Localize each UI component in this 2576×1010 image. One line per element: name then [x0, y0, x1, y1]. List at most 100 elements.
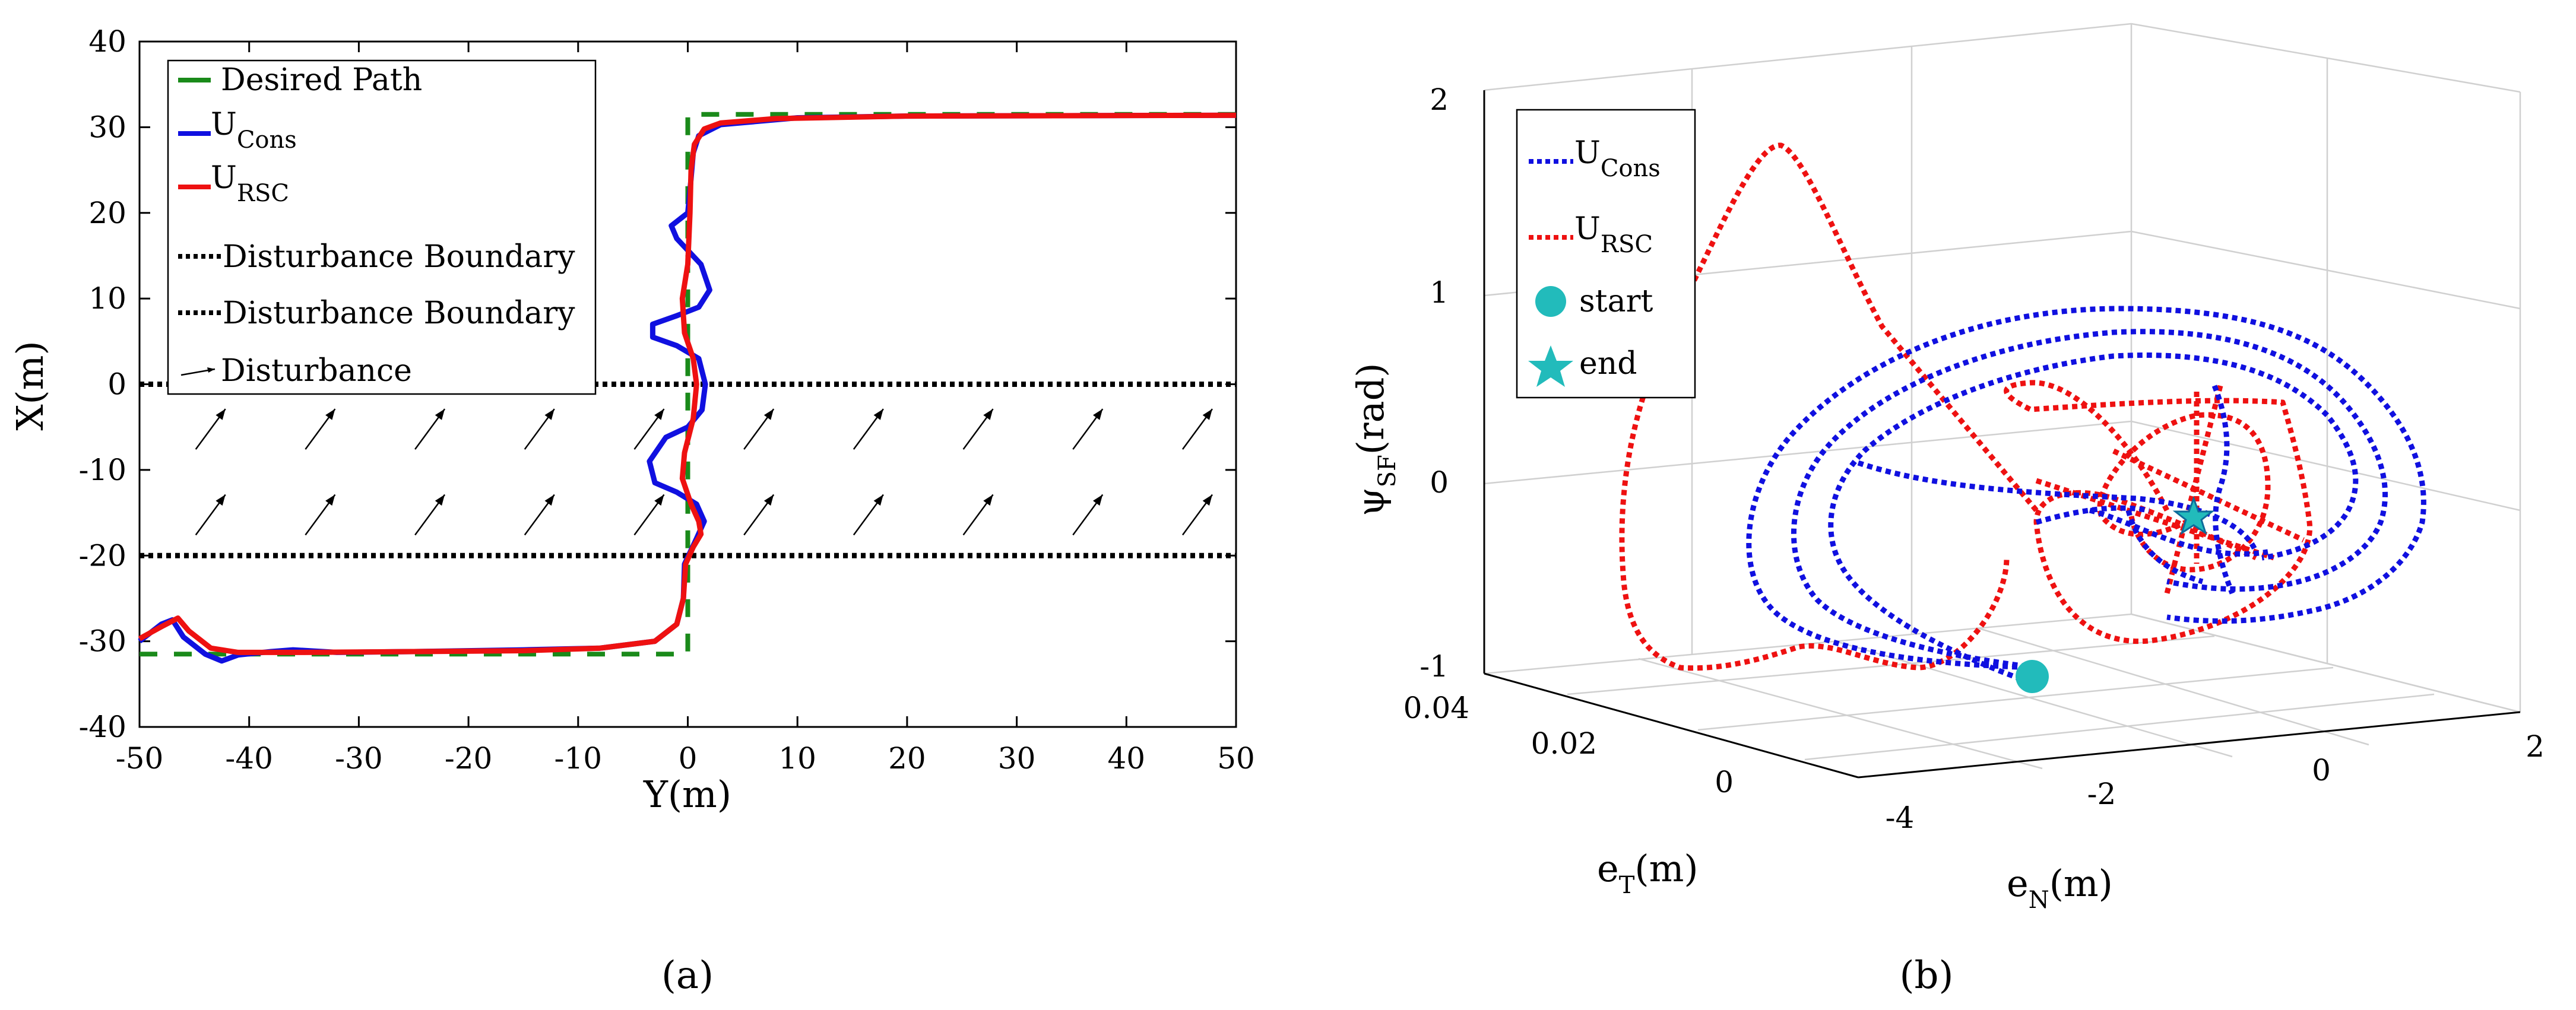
disturbance-arrow-icon [1181, 408, 1213, 450]
e-n-tick-2: 2 [2526, 729, 2545, 764]
panel-a-label: (a) [661, 954, 714, 998]
psi-tick-0: 0 [1430, 465, 1449, 500]
y-tick-label: 40 [88, 24, 126, 59]
panel-a-ticks: -50 -40 -30 -20 -10 0 10 20 30 40 50-40-30-20-1001… [78, 24, 1254, 776]
legend-label-b-u-cons: UCons [1574, 135, 1661, 182]
legend-label-u-cons: UCons [211, 107, 297, 154]
disturbance-arrow-icon [853, 494, 884, 536]
disturbance-arrow-icon [1072, 408, 1104, 450]
legend-entry-u-cons: UCons [178, 107, 297, 154]
e-t-tick-0.04: 0.04 [1403, 691, 1469, 725]
legend-end-star-icon [1528, 345, 1573, 387]
x-tick-label: 40 [1107, 741, 1145, 776]
legend-entry-disturbance: Disturbance [180, 353, 412, 389]
legend-entry-disturbance-boundary-2: Disturbance Boundary [178, 296, 575, 331]
panel-b-legend-box [1516, 109, 1696, 399]
legend-entry-u-rsc: URSC [178, 160, 289, 207]
panel-b-series [1619, 142, 2426, 685]
y-tick-label: -20 [78, 538, 126, 573]
legend-arrowhead-icon [207, 367, 215, 373]
psi-axis-label: ψSF(rad) [1349, 363, 1401, 516]
disturbance-arrow-icon [1181, 494, 1213, 536]
x-tick-label: -10 [555, 741, 603, 776]
disturbance-arrow-icon [743, 494, 775, 536]
disturbance-arrow-icon [305, 494, 336, 536]
legend-entry-b-u-rsc: URSC [1529, 211, 1653, 258]
panel-b-chart: 2 1 0 -1 0.04 0.02 0 -4 -2 0 2 eT(m) eN(… [1349, 23, 2545, 998]
start-marker [2016, 660, 2049, 693]
e-t-axis-label: eT(m) [1597, 847, 1699, 899]
x-tick-label: 50 [1217, 741, 1255, 776]
disturbance-arrow-icon [414, 408, 446, 450]
e-t-tick-0.02: 0.02 [1531, 726, 1597, 761]
u-cons-trajectory-loop-1 [1746, 306, 2426, 671]
panel-b-legend: UCons URSC start end [1516, 109, 1696, 399]
series-u-cons [1746, 306, 2426, 685]
panel-a-x-axis-label: Y(m) [643, 773, 731, 816]
e-n-axis-label: eN(m) [2007, 862, 2113, 914]
disturbance-arrow-icon [962, 408, 994, 450]
disturbance-arrow-icon [633, 494, 665, 536]
psi-tick-minus-1: -1 [1420, 649, 1449, 684]
u-rsc-trajectory-star-rays [2035, 385, 2305, 595]
e-n-axis-line [1858, 711, 2521, 779]
legend-entry-desired-path: Desired Path [178, 62, 422, 98]
legend-label-u-rsc: URSC [211, 160, 289, 207]
x-tick-label: 30 [998, 741, 1036, 776]
x-tick-label: 10 [778, 741, 816, 776]
x-tick-label: -40 [225, 741, 273, 776]
disturbance-arrow-icon [743, 408, 775, 450]
end-marker-star-icon [2172, 496, 2215, 535]
x-tick-label: -50 [116, 741, 164, 776]
x-tick-label: -30 [335, 741, 383, 776]
e-n-tick-minus-2: -2 [2087, 777, 2116, 811]
disturbance-arrow-icon [195, 494, 226, 536]
panel-a-chart: -50 -40 -30 -20 -10 0 10 20 30 40 50-40-30-20-1001… [8, 24, 1255, 998]
legend-start-circle-icon [1535, 286, 1566, 317]
disturbance-arrow-icon [195, 408, 226, 450]
series-line-u-rsc [138, 112, 1237, 655]
legend-label-boundary-1: Disturbance Boundary [223, 239, 575, 275]
legend-label-b-end: end [1579, 346, 1637, 382]
legend-label-b-u-rsc: URSC [1574, 211, 1653, 258]
disturbance-arrow-icon [524, 494, 555, 536]
panel-b-label: (b) [1900, 954, 1954, 998]
disturbance-arrow-icon [633, 408, 665, 450]
e-n-tick-0: 0 [2312, 753, 2331, 787]
legend-entry-disturbance-boundary-1: Disturbance Boundary [178, 239, 575, 275]
legend-label-boundary-2: Disturbance Boundary [223, 296, 575, 331]
legend-entry-b-end: end [1528, 345, 1637, 387]
y-tick-label: 0 [107, 367, 126, 402]
y-tick-label: -30 [78, 624, 126, 659]
e-n-tick-minus-4: -4 [1886, 801, 1915, 835]
u-cons-trajectory-loop-3 [1828, 352, 2359, 685]
y-tick-label: -10 [78, 453, 126, 487]
u-rsc-trajectory-loop-1 [2004, 380, 2313, 644]
u-cons-trajectory-inner [1857, 385, 2268, 595]
legend-label-b-start: start [1579, 284, 1653, 319]
panel-a-series [138, 112, 1237, 664]
panel-a-legend: Desired Path UCons URSC Disturbance Boun… [167, 59, 597, 395]
x-tick-label: 20 [888, 741, 926, 776]
psi-tick-2: 2 [1430, 82, 1449, 117]
panel-b-front-axes [1483, 90, 2521, 779]
y-tick-label: 20 [88, 196, 126, 230]
u-cons-trajectory-loop-2 [1791, 329, 2388, 671]
u-rsc-trajectory-loop-2 [2097, 412, 2271, 573]
x-tick-label: 0 [679, 741, 698, 776]
x-tick-label: -20 [445, 741, 493, 776]
panel-a-legend-box [167, 59, 597, 395]
legend-label-desired-path: Desired Path [221, 62, 422, 98]
u-rsc-trajectory-outer-loop [1619, 142, 2039, 671]
psi-tick-1: 1 [1430, 275, 1449, 310]
legend-entry-b-u-cons: UCons [1529, 135, 1661, 182]
disturbance-arrow-icon [414, 494, 446, 536]
e-t-axis-line [1484, 672, 1859, 779]
legend-label-disturbance: Disturbance [221, 353, 412, 389]
legend-entry-b-start: start [1535, 284, 1653, 319]
disturbance-arrow-icon [962, 494, 994, 536]
panel-a-y-axis-label: X(m) [8, 341, 52, 430]
disturbance-arrow-icon [853, 408, 884, 450]
y-tick-label: 30 [88, 110, 126, 144]
